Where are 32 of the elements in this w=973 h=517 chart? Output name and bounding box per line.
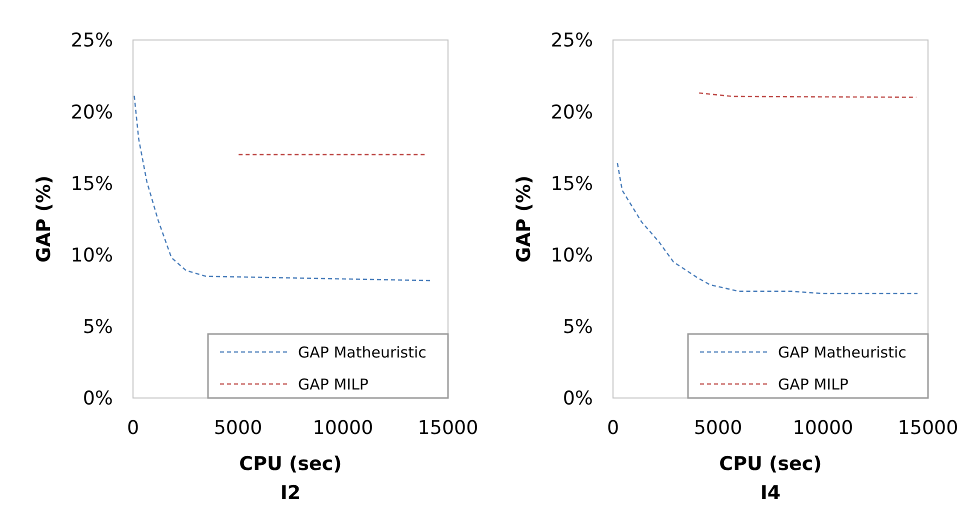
x-tick-label: 10000 <box>792 417 854 439</box>
y-tick-label: 20% <box>70 101 113 124</box>
y-tick-label: 10% <box>550 244 593 266</box>
y-tick-label: 5% <box>82 316 113 338</box>
x-tick-label: 0 <box>126 417 140 439</box>
x-tick-label: 5000 <box>694 417 742 439</box>
legend-label: GAP Matheuristic <box>298 343 426 362</box>
line-series <box>616 162 918 294</box>
x-tick-label: 10000 <box>312 417 374 439</box>
y-tick-label: 25% <box>70 30 113 52</box>
text: I4 <box>760 482 781 504</box>
y-axis-title: GAP (%) <box>513 175 535 263</box>
y-tick-label: 20% <box>550 101 593 124</box>
y-tick-label: 15% <box>550 172 593 195</box>
x-tick-label: 15000 <box>418 417 478 439</box>
y-tick-label: 15% <box>70 172 113 195</box>
x-tick-label: 5000 <box>214 417 262 439</box>
y-tick-label: 25% <box>550 30 593 52</box>
x-axis-title: CPU (sec) <box>239 453 342 475</box>
line-series <box>134 95 431 282</box>
y-axis-title: GAP (%) <box>33 175 55 263</box>
legend-label: GAP Matheuristic <box>778 343 906 362</box>
x-tick-label: 0 <box>606 417 620 439</box>
y-tick-label: 0% <box>82 388 113 410</box>
x-tick-label: 15000 <box>898 417 958 439</box>
y-tick-label: 10% <box>70 244 113 266</box>
x-axis-title: CPU (sec) <box>719 453 822 475</box>
y-tick-label: 5% <box>562 316 593 338</box>
y-tick-label: 0% <box>562 388 593 410</box>
legend-label: GAP MILP <box>298 375 368 394</box>
text: I2 <box>280 482 301 504</box>
legend-label: GAP MILP <box>778 375 848 394</box>
